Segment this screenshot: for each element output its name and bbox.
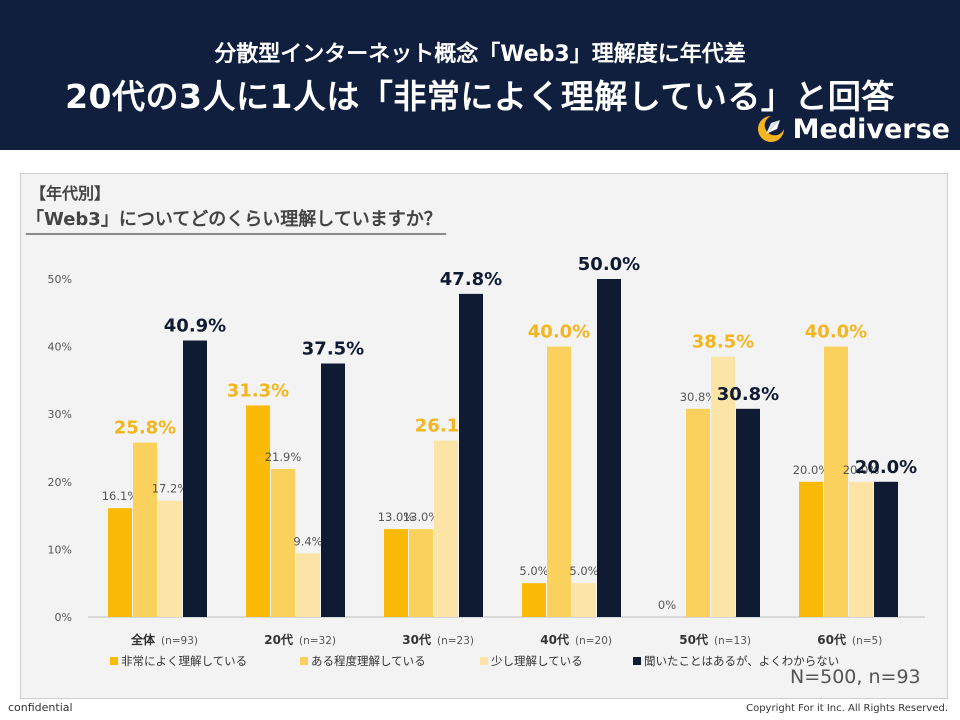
data-label-highlight: 37.5% xyxy=(302,339,364,360)
data-label-highlight: 40.0% xyxy=(805,322,867,343)
bar xyxy=(183,340,207,617)
header-title: 20代の3人に1人は「非常によく理解している」と回答 xyxy=(65,77,895,116)
data-label: 5.0% xyxy=(569,564,598,578)
x-category-label: 50代 xyxy=(679,632,708,647)
y-tick-label: 20% xyxy=(48,476,72,489)
data-label: 9.4% xyxy=(293,534,322,548)
data-label: 13.0% xyxy=(403,510,440,524)
bar xyxy=(434,440,458,617)
legend-label: 少し理解している xyxy=(491,654,583,668)
data-label-highlight: 20.0% xyxy=(855,457,917,478)
bar xyxy=(572,583,596,617)
bar xyxy=(459,293,483,617)
legend-swatch xyxy=(110,657,118,665)
data-label-highlight: 25.8% xyxy=(114,418,176,439)
brand-logo: Mediverse xyxy=(755,112,950,146)
x-category-n: (n=13) xyxy=(714,635,751,647)
x-category-label: 40代 xyxy=(540,632,569,647)
legend-swatch xyxy=(300,657,308,665)
legend-label: 聞いたことはあるが、よくわからない xyxy=(644,654,839,668)
header-subtitle: 分散型インターネット概念「Web3」理解度に年代差 xyxy=(214,42,746,67)
legend-swatch xyxy=(480,657,488,665)
data-label: 30.8% xyxy=(680,390,717,404)
question-tag: 【年代別】 xyxy=(30,184,111,203)
x-category-n: (n=20) xyxy=(575,635,612,647)
data-label: 20.0% xyxy=(793,463,830,477)
bar xyxy=(711,356,735,617)
bar xyxy=(522,583,546,617)
data-label-highlight: 40.0% xyxy=(528,322,590,343)
y-tick-label: 10% xyxy=(48,543,72,556)
bar xyxy=(158,500,182,617)
data-label: 13.0% xyxy=(378,510,415,524)
sample-size-note: N=500, n=93 xyxy=(790,666,921,688)
legend-swatch xyxy=(633,657,641,665)
data-label: 21.9% xyxy=(265,450,302,464)
data-label-highlight: 47.8% xyxy=(440,269,502,290)
bar xyxy=(849,481,873,617)
y-tick-label: 30% xyxy=(48,408,72,421)
data-label-highlight: 40.9% xyxy=(164,316,226,337)
bar xyxy=(736,408,760,617)
bar xyxy=(686,408,710,617)
legend-label: ある程度理解している xyxy=(311,654,426,668)
data-label: 20.0% xyxy=(843,463,880,477)
bar xyxy=(824,346,848,617)
bar xyxy=(547,346,571,617)
x-category-label: 全体 xyxy=(130,632,156,647)
y-tick-label: 50% xyxy=(48,273,72,286)
question-text: 「Web3」についてどのくらい理解していますか？ xyxy=(26,205,446,235)
x-category-label: 60代 xyxy=(817,632,846,647)
copyright-label: Copyright For it Inc. All Rights Reserve… xyxy=(746,703,948,714)
rocket-moon-icon xyxy=(757,116,784,142)
legend-label: 非常によく理解している xyxy=(121,654,247,668)
bar xyxy=(321,363,345,617)
data-label-highlight: 50.0% xyxy=(578,254,640,275)
bar xyxy=(874,481,898,617)
bar xyxy=(246,405,270,617)
bar xyxy=(296,553,320,617)
x-category-n: (n=23) xyxy=(437,635,474,647)
bar xyxy=(384,529,408,617)
data-label-highlight: 38.5% xyxy=(692,332,754,353)
data-label: 0% xyxy=(658,598,676,612)
bar xyxy=(108,508,132,617)
x-category-label: 30代 xyxy=(402,632,431,647)
confidential-label: confidential xyxy=(8,701,73,714)
data-label: 16.1% xyxy=(102,489,139,503)
bar xyxy=(597,279,621,617)
x-category-label: 20代 xyxy=(264,632,293,647)
y-tick-label: 40% xyxy=(48,341,72,354)
y-tick-label: 0% xyxy=(55,611,72,624)
x-category-n: (n=93) xyxy=(161,635,198,647)
data-label: 17.2% xyxy=(152,482,189,496)
bar xyxy=(271,468,295,617)
data-label-highlight: 30.8% xyxy=(717,384,779,405)
brand-name: Mediverse xyxy=(792,113,950,145)
x-category-n: (n=5) xyxy=(852,635,882,647)
bar xyxy=(133,442,157,617)
data-label-highlight: 31.3% xyxy=(227,380,289,401)
header-banner: 分散型インターネット概念「Web3」理解度に年代差 20代の3人に1人は「非常に… xyxy=(0,0,960,150)
data-label: 5.0% xyxy=(519,564,548,578)
x-category-n: (n=32) xyxy=(299,635,336,647)
bar xyxy=(409,529,433,617)
bar xyxy=(799,481,823,617)
